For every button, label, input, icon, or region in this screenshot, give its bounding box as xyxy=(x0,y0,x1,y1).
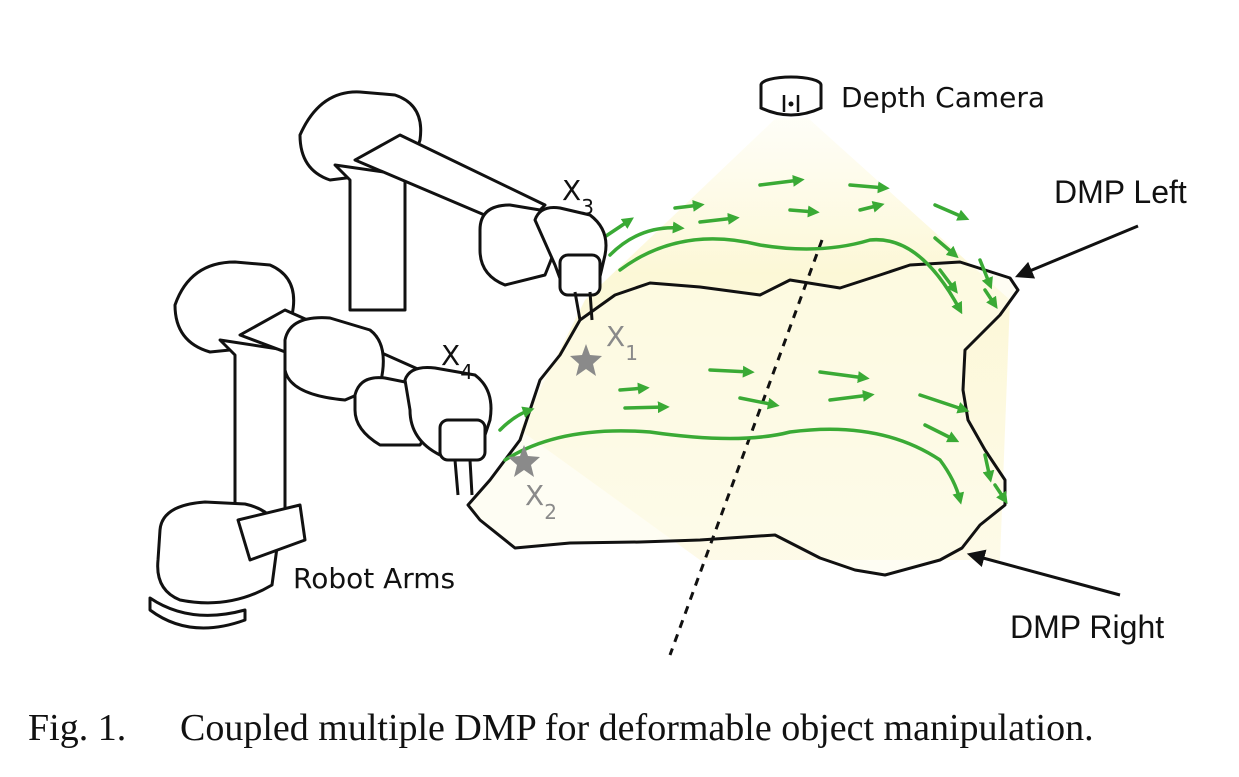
dmp-left-label: DMP Left xyxy=(1054,174,1187,210)
x4-label: X4 xyxy=(441,339,473,384)
depth-camera-label: Depth Camera xyxy=(841,81,1045,114)
x1-label: X1 xyxy=(606,320,638,365)
dmp-right-trajectories xyxy=(498,365,1008,505)
x3-label: X3 xyxy=(562,174,594,219)
robot-arms-label: Robot Arms xyxy=(293,562,455,595)
figure-caption: Fig. 1. Coupled multiple DMP for deformab… xyxy=(28,706,1228,750)
x2-main: X xyxy=(525,479,544,512)
dmp-right-pointer xyxy=(966,549,1121,597)
deformable-object-outline xyxy=(466,260,1020,577)
x3-main: X xyxy=(562,174,581,207)
x2-sub: 2 xyxy=(544,500,557,524)
caption-number: Fig. 1. xyxy=(28,707,127,749)
grasp-point-x2-star xyxy=(508,445,540,477)
grasp-point-x1-star xyxy=(570,344,602,376)
x1-main: X xyxy=(606,320,625,353)
dmp-left-pointer xyxy=(1015,224,1139,279)
x1-sub: 1 xyxy=(625,341,638,365)
x2-label: X2 xyxy=(525,479,557,524)
robot-arms-drawing xyxy=(148,90,608,630)
x4-sub: 4 xyxy=(460,360,473,384)
dmp-right-label: DMP Right xyxy=(1010,609,1164,645)
x4-main: X xyxy=(441,339,460,372)
caption-text: Coupled multiple DMP for deformable obje… xyxy=(180,707,1094,749)
depth-camera-icon xyxy=(759,75,823,117)
x3-sub: 3 xyxy=(581,195,594,219)
dmp-left-trajectories xyxy=(598,174,998,315)
